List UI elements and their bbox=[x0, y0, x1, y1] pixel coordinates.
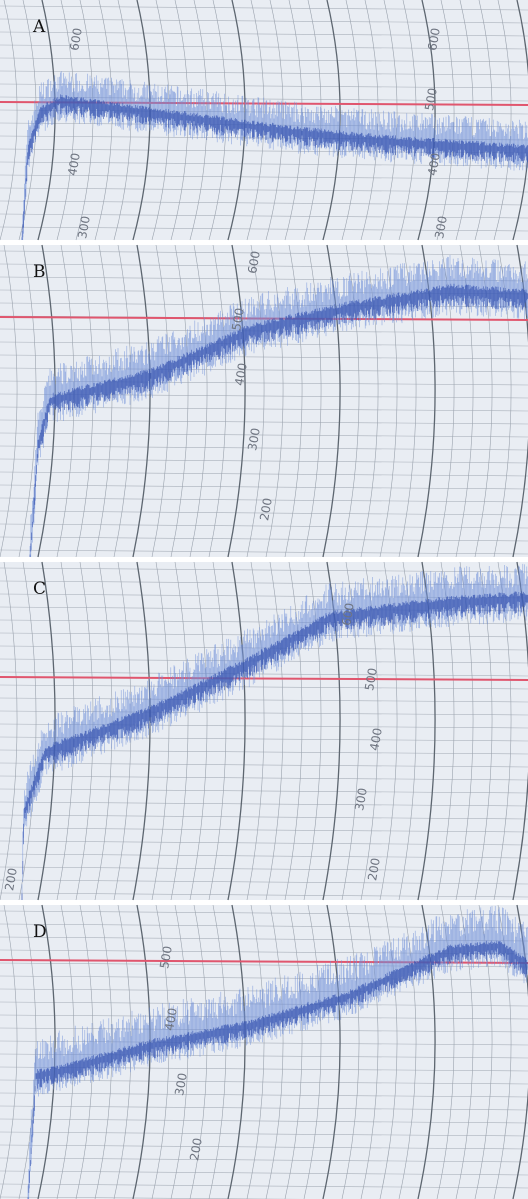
scale-label: 400 bbox=[162, 1007, 180, 1032]
scale-label: 300 bbox=[245, 427, 263, 452]
panel-label: B bbox=[33, 262, 46, 282]
trace-core bbox=[27, 940, 528, 1199]
scale-label: 600 bbox=[425, 27, 443, 52]
reference-line bbox=[0, 316, 528, 321]
trace-core bbox=[29, 283, 528, 557]
panel-label: C bbox=[33, 579, 46, 599]
reference-line bbox=[0, 101, 528, 106]
panel-label: A bbox=[32, 17, 46, 37]
scale-label: 200 bbox=[2, 867, 20, 892]
trace-core bbox=[21, 94, 528, 240]
scale-label: 400 bbox=[425, 152, 443, 177]
scale-label: 200 bbox=[187, 1137, 205, 1162]
reference-line bbox=[0, 676, 528, 681]
scale-label: 600 bbox=[67, 27, 85, 52]
scale-label: 500 bbox=[422, 87, 440, 112]
scale-label: 500 bbox=[362, 667, 380, 692]
trace-core bbox=[21, 591, 528, 900]
scale-label: 300 bbox=[75, 215, 93, 240]
panel: 600 600 500 400 400 300 300 A bbox=[0, 0, 528, 241]
scale-label: 500 bbox=[157, 945, 175, 970]
scale-label: 300 bbox=[352, 787, 370, 812]
panel: 600 500 400 300 200 200 C bbox=[0, 561, 528, 901]
scale-label: 400 bbox=[232, 362, 250, 387]
scale-label: 400 bbox=[367, 727, 385, 752]
scale-label: 200 bbox=[257, 497, 275, 522]
panel: 500 400 300 200 D bbox=[0, 904, 528, 1199]
panel: 600 500 400 300 200 B bbox=[0, 244, 528, 558]
scale-label: 300 bbox=[172, 1072, 190, 1097]
scale-label: 200 bbox=[365, 857, 383, 882]
scale-label: 600 bbox=[339, 602, 357, 627]
scale-label: 600 bbox=[245, 250, 263, 275]
panel-label: D bbox=[33, 922, 47, 942]
scale-label: 300 bbox=[432, 215, 450, 240]
scale-label: 400 bbox=[65, 152, 83, 177]
scale-label: 500 bbox=[229, 307, 247, 332]
